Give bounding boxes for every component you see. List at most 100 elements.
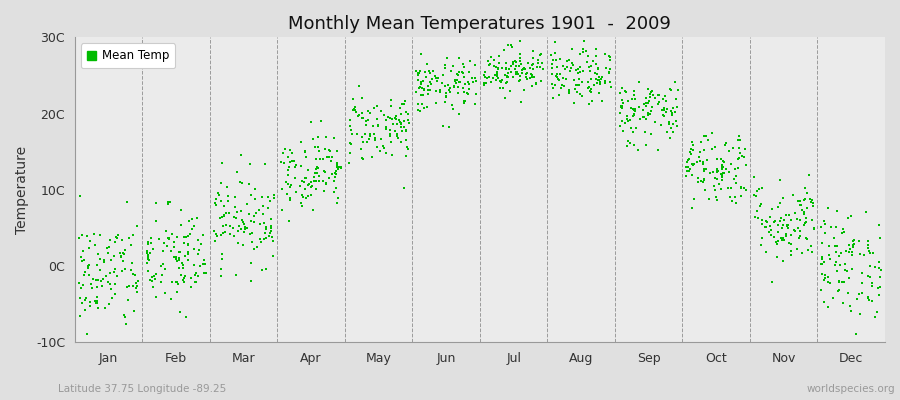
Point <box>176 278 191 285</box>
Point <box>221 210 236 216</box>
Point <box>613 110 627 116</box>
Point <box>377 112 392 118</box>
Point <box>327 178 341 184</box>
Point <box>238 226 252 232</box>
Point <box>709 166 724 172</box>
Point <box>239 224 254 231</box>
Point <box>531 57 545 64</box>
Point <box>592 77 607 83</box>
Point <box>557 83 572 89</box>
Point <box>107 238 122 245</box>
Point <box>191 237 205 243</box>
Point <box>261 232 275 239</box>
Point <box>716 172 730 178</box>
Point <box>172 265 186 272</box>
Point <box>582 88 597 94</box>
Point <box>219 222 233 228</box>
Point <box>217 212 231 218</box>
Point <box>626 106 641 113</box>
Point <box>419 61 434 68</box>
Point <box>816 259 831 266</box>
Point <box>487 56 501 63</box>
Point <box>692 153 706 160</box>
Point <box>110 235 124 242</box>
Point <box>140 241 155 247</box>
Point <box>651 92 665 98</box>
Point <box>645 92 660 98</box>
Point <box>259 234 274 241</box>
Point <box>287 158 302 164</box>
Point <box>176 262 190 269</box>
Point <box>397 101 411 107</box>
Point <box>502 88 517 94</box>
Point <box>533 64 547 70</box>
Point <box>589 70 603 76</box>
Point <box>657 113 671 120</box>
Point <box>663 108 678 115</box>
Point <box>114 252 129 259</box>
Point <box>294 139 309 145</box>
Point <box>763 223 778 230</box>
Point <box>397 118 411 124</box>
Point <box>212 192 226 198</box>
Point <box>657 105 671 111</box>
Point <box>699 166 714 172</box>
Point <box>490 73 504 80</box>
Point <box>445 102 459 108</box>
Point <box>385 152 400 158</box>
Point <box>118 266 132 272</box>
Point <box>623 140 637 146</box>
Point <box>479 80 493 86</box>
Point <box>211 190 225 197</box>
Point <box>648 118 662 125</box>
Point <box>501 70 516 76</box>
Point <box>410 71 425 78</box>
Point <box>130 283 144 289</box>
Point <box>503 63 517 69</box>
Point <box>298 148 312 154</box>
Point <box>283 184 297 190</box>
Point <box>379 117 393 124</box>
Point <box>304 119 319 125</box>
Point <box>519 70 534 77</box>
Point <box>874 266 888 273</box>
Point <box>356 133 370 140</box>
Y-axis label: Temperature: Temperature <box>15 146 29 234</box>
Point <box>230 169 244 175</box>
Point <box>347 107 362 114</box>
Point <box>590 65 605 72</box>
Point <box>749 193 763 199</box>
Point <box>390 130 404 137</box>
Point <box>375 143 390 149</box>
Point <box>310 169 324 176</box>
Point <box>495 76 509 83</box>
Point <box>457 98 472 104</box>
Point <box>118 314 132 320</box>
Point <box>255 266 269 273</box>
Point <box>483 54 498 60</box>
Point <box>437 83 452 89</box>
Point <box>612 122 626 129</box>
Point <box>282 164 296 170</box>
Point <box>374 136 388 142</box>
Point <box>181 248 195 255</box>
Point <box>440 82 454 88</box>
Point <box>732 145 746 152</box>
Point <box>642 112 656 118</box>
Point <box>602 70 616 76</box>
Point <box>828 249 842 255</box>
Point <box>232 178 247 185</box>
Point <box>489 64 503 70</box>
Point <box>256 202 270 209</box>
Point <box>491 60 506 66</box>
Point <box>872 258 886 265</box>
Point <box>277 146 292 152</box>
Point <box>593 80 608 87</box>
Point <box>169 257 184 264</box>
Point <box>439 90 454 96</box>
Point <box>108 291 122 298</box>
Point <box>680 157 695 163</box>
Point <box>776 258 790 264</box>
Point <box>554 81 569 88</box>
Point <box>834 230 849 236</box>
